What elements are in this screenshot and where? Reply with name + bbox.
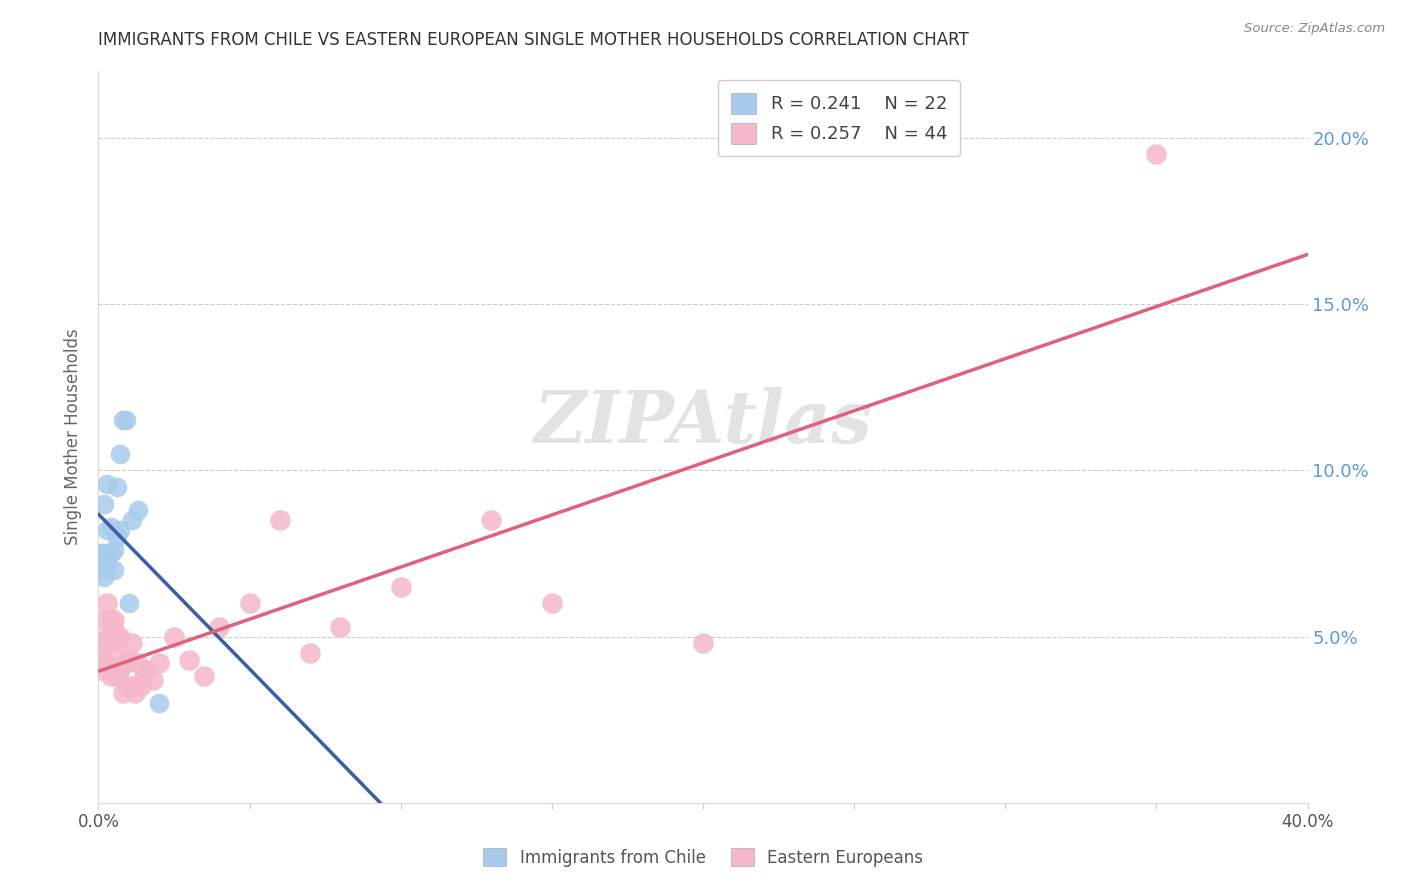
Point [692,636,714,650]
Point [132,669,155,683]
Point [179,653,201,667]
Point [481,513,503,527]
Point [100,546,122,560]
Point [105,480,128,494]
Point [111,686,134,700]
Point [108,630,131,644]
Point [540,596,562,610]
Point [118,596,141,610]
Point [103,623,125,637]
Point [111,413,134,427]
Point [90,563,112,577]
Text: ZIPAtlas: ZIPAtlas [534,387,872,458]
Point [111,653,134,667]
Point [121,636,143,650]
Point [1144,147,1167,161]
Point [129,680,152,694]
Point [121,680,143,694]
Point [108,663,131,677]
Point [90,546,112,560]
Point [93,646,115,660]
Point [114,656,136,670]
Point [103,543,125,558]
Point [127,656,149,670]
Point [208,619,231,633]
Point [100,613,122,627]
Point [96,656,118,670]
Point [239,596,262,610]
Point [193,669,215,683]
Point [163,630,186,644]
Point [118,653,141,667]
Point [96,557,118,571]
Point [105,669,128,683]
Point [93,570,115,584]
Text: IMMIGRANTS FROM CHILE VS EASTERN EUROPEAN SINGLE MOTHER HOUSEHOLDS CORRELATION C: IMMIGRANTS FROM CHILE VS EASTERN EUROPEA… [98,31,969,49]
Point [93,497,115,511]
Point [103,613,125,627]
Point [103,563,125,577]
Point [114,413,136,427]
Point [148,656,170,670]
Point [96,476,118,491]
Point [93,613,115,627]
Point [121,513,143,527]
Point [299,646,322,660]
Point [96,523,118,537]
Point [96,596,118,610]
Point [100,669,122,683]
Point [108,447,131,461]
Point [93,546,115,560]
Point [124,686,146,700]
Point [148,696,170,710]
Point [329,619,352,633]
Legend: Immigrants from Chile, Eastern Europeans: Immigrants from Chile, Eastern Europeans [474,840,932,875]
Point [90,636,112,650]
Point [108,523,131,537]
Point [389,580,412,594]
Point [96,630,118,644]
Point [127,503,149,517]
Point [103,663,125,677]
Point [100,520,122,534]
Point [105,636,128,650]
Text: Source: ZipAtlas.com: Source: ZipAtlas.com [1244,22,1385,36]
Point [100,636,122,650]
Y-axis label: Single Mother Households: Single Mother Households [65,329,83,545]
Point [114,680,136,694]
Point [90,663,112,677]
Point [135,663,157,677]
Point [269,513,291,527]
Point [142,673,165,687]
Point [105,530,128,544]
